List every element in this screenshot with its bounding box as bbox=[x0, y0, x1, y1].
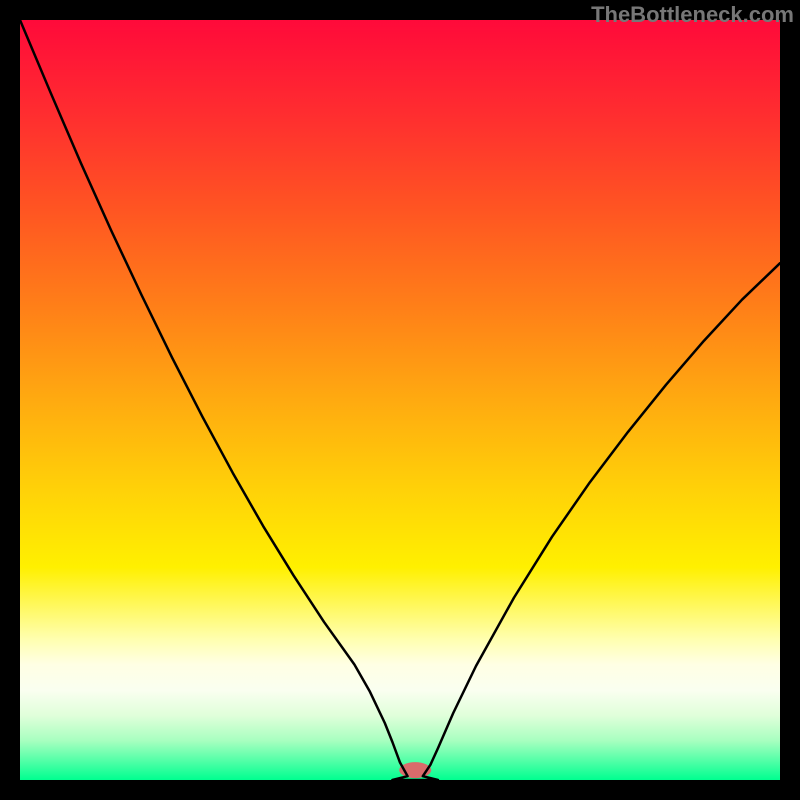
watermark-text: TheBottleneck.com bbox=[591, 2, 794, 28]
bottleneck-chart bbox=[0, 0, 800, 800]
frame-right bbox=[780, 0, 800, 800]
frame-bottom bbox=[0, 780, 800, 800]
frame-left bbox=[0, 0, 20, 800]
gradient-background bbox=[20, 20, 780, 780]
